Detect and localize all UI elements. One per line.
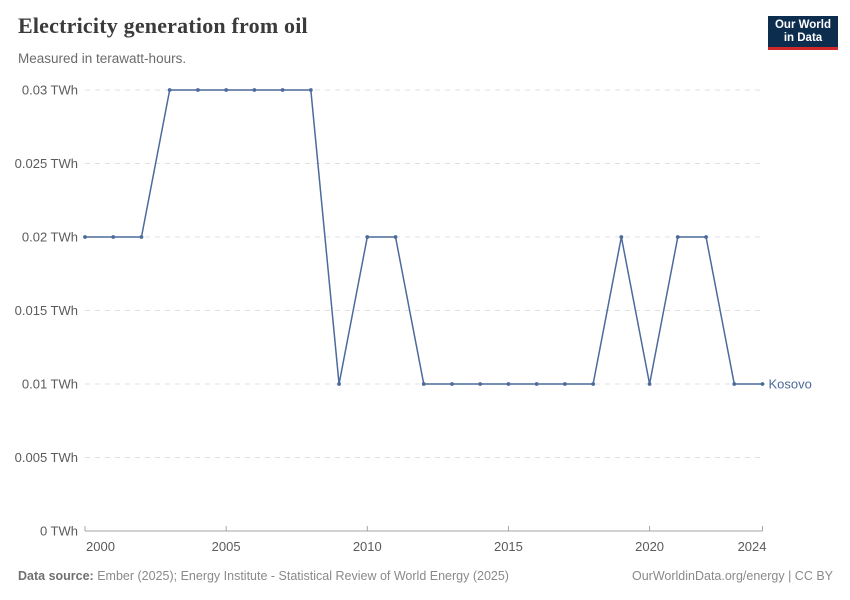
x-axis-label: 2000	[86, 539, 115, 554]
data-point[interactable]	[196, 88, 200, 92]
chart-subtitle: Measured in terawatt-hours.	[18, 51, 187, 66]
data-point[interactable]	[591, 382, 596, 386]
attribution-link[interactable]: OurWorldinData.org/energy | CC BY	[631, 569, 833, 583]
x-axis-label: 2015	[494, 539, 523, 554]
data-source-note[interactable]: Data source: Ember (2025); Energy Instit…	[18, 569, 509, 583]
x-axis-label: 2010	[353, 539, 382, 554]
data-point[interactable]	[337, 382, 341, 386]
data-point[interactable]	[167, 88, 172, 92]
y-axis-label: 0.005 TWh	[15, 450, 78, 465]
data-point[interactable]	[280, 88, 285, 92]
y-axis-label: 0.015 TWh	[15, 303, 78, 318]
y-axis-label: 0.03 TWh	[22, 83, 78, 98]
data-point[interactable]	[675, 235, 680, 239]
owid-logo[interactable]: Our World in Data	[768, 16, 838, 50]
data-point[interactable]	[365, 235, 370, 239]
series-label-kosovo[interactable]: Kosovo	[769, 377, 812, 392]
page-title: Electricity generation from oil	[18, 13, 308, 38]
y-axis-label: 0.01 TWh	[22, 377, 78, 392]
data-point[interactable]	[139, 235, 144, 239]
y-axis-label: 0.02 TWh	[22, 230, 78, 245]
data-point[interactable]	[478, 382, 483, 386]
data-point[interactable]	[704, 235, 708, 239]
data-point[interactable]	[506, 382, 511, 386]
data-point[interactable]	[252, 88, 257, 92]
data-source-label: Data source:	[18, 569, 94, 583]
data-point[interactable]	[562, 382, 567, 386]
data-point[interactable]	[732, 382, 737, 386]
data-point[interactable]	[224, 88, 229, 92]
data-point[interactable]	[111, 235, 116, 239]
data-point[interactable]	[450, 382, 454, 386]
data-point[interactable]	[760, 382, 765, 386]
data-source-text: Ember (2025); Energy Institute - Statist…	[93, 569, 509, 583]
x-axis-label: 2020	[635, 539, 664, 554]
data-point[interactable]	[421, 382, 426, 386]
y-axis-label: 0.025 TWh	[15, 156, 78, 171]
logo-line1: Our World	[774, 18, 831, 31]
y-axis-label: 0 TWh	[40, 524, 78, 539]
data-point[interactable]	[393, 235, 398, 239]
data-point[interactable]	[619, 235, 624, 239]
data-point[interactable]	[647, 382, 652, 386]
x-axis-label: 2024	[738, 539, 767, 554]
data-point[interactable]	[534, 382, 539, 386]
data-point[interactable]	[308, 88, 313, 92]
data-point[interactable]	[83, 235, 87, 239]
chart-footer: Data source: Ember (2025); Energy Instit…	[18, 569, 833, 583]
x-axis-label: 2005	[212, 539, 241, 554]
logo-line2: in Data	[783, 31, 823, 44]
